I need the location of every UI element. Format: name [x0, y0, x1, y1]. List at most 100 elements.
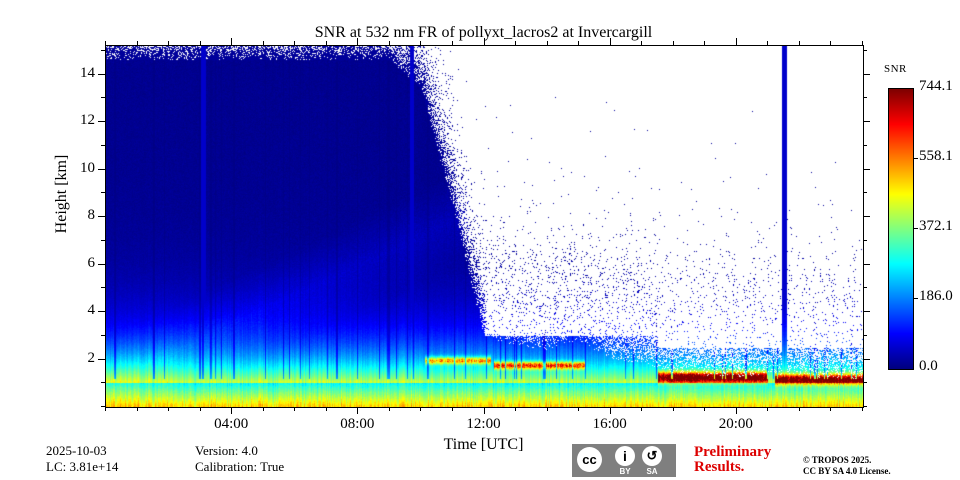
- x-axis-minor-tick-top: [168, 41, 170, 45]
- preliminary-notice-line1: Preliminary: [694, 444, 772, 460]
- y-axis-minor-tick-right: [863, 334, 867, 336]
- x-axis-tick-label: 08:00: [340, 416, 375, 432]
- footer-date: 2025-10-03: [46, 443, 107, 458]
- y-axis-minor-tick: [101, 406, 105, 407]
- cc-by-icon: i: [615, 446, 635, 466]
- x-axis-minor-tick: [420, 407, 422, 411]
- x-axis-minor-tick: [862, 407, 863, 411]
- x-axis-minor-tick-top: [199, 41, 201, 45]
- y-axis-minor-tick-right: [863, 382, 867, 384]
- x-axis-minor-tick: [704, 407, 706, 411]
- colorbar-tick: [913, 298, 918, 299]
- y-axis-major-tick-right: [863, 121, 870, 122]
- x-axis-minor-tick-top: [546, 41, 548, 45]
- x-axis-minor-tick: [168, 407, 170, 411]
- y-axis-minor-tick-right: [863, 144, 867, 146]
- x-axis-minor-tick: [136, 407, 138, 411]
- x-axis-minor-tick-top: [420, 41, 422, 45]
- y-axis-tick-label: 4: [87, 302, 96, 318]
- y-axis-major-tick-right: [863, 216, 870, 217]
- colorbar-tick-label: 558.1: [919, 147, 953, 164]
- x-axis-major-tick: [357, 407, 359, 414]
- cc-by-label: BY: [619, 467, 631, 476]
- x-axis-minor-tick-top: [862, 41, 863, 45]
- footer-lidar-constant: LC: 3.81e+14: [46, 459, 119, 474]
- x-axis-tick-label: 20:00: [718, 416, 753, 432]
- y-axis-major-tick-right: [863, 358, 870, 360]
- y-axis-tick-label: 6: [87, 254, 96, 271]
- y-axis-minor-tick-right: [863, 192, 867, 194]
- x-axis-minor-tick-top: [388, 41, 390, 45]
- y-axis-minor-tick: [101, 97, 105, 99]
- x-axis-minor-tick-top: [136, 41, 138, 45]
- y-axis-minor-tick: [101, 192, 105, 194]
- x-axis-minor-tick: [262, 407, 264, 411]
- y-axis-tick-label: 10: [80, 159, 95, 176]
- colorbar: [888, 88, 914, 370]
- y-axis-minor-tick: [101, 239, 105, 241]
- x-axis-major-tick-top: [357, 38, 359, 45]
- y-axis-major-tick: [98, 311, 105, 312]
- preliminary-notice-line2: Results.: [694, 459, 745, 475]
- x-axis-minor-tick-top: [294, 41, 296, 45]
- x-axis-minor-tick-top: [641, 41, 643, 45]
- y-axis-major-tick-right: [863, 168, 870, 170]
- y-axis-major-tick: [98, 263, 105, 265]
- x-axis-minor-tick-top: [767, 41, 769, 45]
- x-axis-minor-tick: [105, 407, 106, 411]
- x-axis-minor-tick: [798, 407, 800, 411]
- y-axis-minor-tick-right: [863, 406, 867, 407]
- y-axis-major-tick: [98, 358, 105, 360]
- x-axis-minor-tick: [672, 407, 674, 411]
- x-axis-label: Time [UTC]: [443, 436, 524, 453]
- y-axis-major-tick: [98, 216, 105, 217]
- x-axis-major-tick: [483, 407, 485, 414]
- y-axis-major-tick-right: [863, 311, 870, 312]
- y-axis-tick-label: 8: [87, 207, 96, 223]
- x-axis-minor-tick-top: [830, 41, 832, 45]
- x-axis-minor-tick: [294, 407, 296, 411]
- y-axis-major-tick-right: [863, 73, 870, 75]
- creative-commons-badge-icon: cc i ↺ BY SA: [572, 444, 676, 477]
- x-axis-minor-tick: [515, 407, 517, 411]
- copyright-line1: © TROPOS 2025.: [803, 455, 872, 465]
- plot-area: [105, 45, 864, 408]
- y-axis-minor-tick: [101, 144, 105, 146]
- x-axis-minor-tick-top: [798, 41, 800, 45]
- colorbar-title: SNR: [884, 63, 907, 75]
- x-axis-minor-tick-top: [105, 41, 106, 45]
- y-axis-minor-tick: [101, 334, 105, 336]
- snr-heatmap-canvas: [106, 46, 863, 407]
- x-axis-major-tick: [231, 407, 233, 414]
- x-axis-minor-tick-top: [672, 41, 674, 45]
- x-axis-minor-tick-top: [325, 41, 327, 45]
- colorbar-tick-label: 0.0: [919, 358, 938, 374]
- y-axis-minor-tick-right: [863, 97, 867, 99]
- footer-version: Version: 4.0: [195, 443, 258, 458]
- y-axis-minor-tick: [101, 49, 105, 51]
- y-axis-tick-label: 2: [87, 349, 96, 366]
- footer-calibration: Calibration: True: [195, 459, 285, 474]
- colorbar-tick-label: 186.0: [919, 288, 953, 304]
- cc-icon: cc: [577, 447, 602, 472]
- colorbar-tick-label: 744.1: [919, 78, 953, 94]
- x-axis-minor-tick-top: [578, 41, 580, 45]
- y-axis-minor-tick: [101, 287, 105, 289]
- x-axis-minor-tick: [325, 407, 327, 411]
- x-axis-minor-tick-top: [704, 41, 706, 45]
- x-axis-major-tick-top: [231, 38, 233, 45]
- colorbar-canvas: [889, 89, 913, 369]
- colorbar-tick: [913, 227, 918, 229]
- cc-sa-icon: ↺: [642, 446, 662, 466]
- x-axis-minor-tick: [388, 407, 390, 411]
- x-axis-minor-tick: [578, 407, 580, 411]
- y-axis-major-tick-right: [863, 263, 870, 265]
- x-axis-tick-label: 04:00: [214, 416, 249, 432]
- x-axis-minor-tick: [641, 407, 643, 411]
- y-axis-minor-tick-right: [863, 49, 867, 51]
- y-axis-tick-label: 14: [80, 64, 95, 81]
- x-axis-minor-tick-top: [515, 41, 517, 45]
- y-axis-tick-label: 12: [80, 112, 95, 128]
- x-axis-minor-tick-top: [262, 41, 264, 45]
- x-axis-major-tick-top: [483, 38, 485, 45]
